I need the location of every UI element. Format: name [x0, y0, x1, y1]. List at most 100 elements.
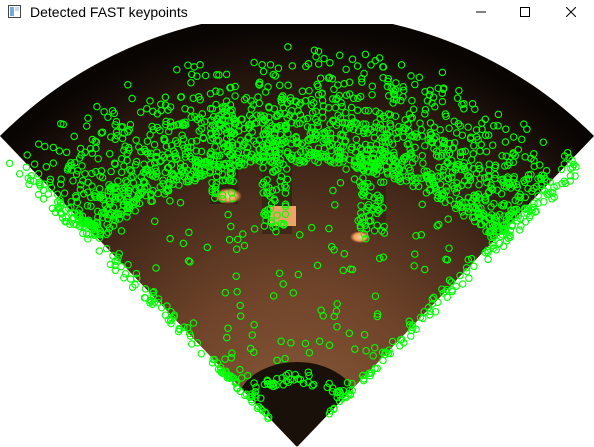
keypoint-marker [380, 156, 389, 165]
keypoint-marker [356, 157, 365, 165]
keypoint-marker [482, 147, 491, 156]
keypoint-marker [393, 134, 401, 143]
keypoint-marker [168, 169, 176, 177]
keypoint-marker [472, 126, 481, 134]
keypoint-marker [358, 78, 366, 86]
keypoint-marker [346, 265, 355, 273]
keypoint-marker [15, 170, 24, 178]
keypoint-marker [272, 123, 281, 131]
keypoint-marker [266, 192, 274, 200]
keypoint-marker [42, 163, 51, 171]
keypoint-marker [329, 116, 337, 125]
keypoint-marker [327, 158, 335, 166]
keypoint-marker [382, 348, 390, 357]
keypoint-marker [250, 379, 258, 387]
keypoint-marker [107, 167, 115, 176]
keypoint-marker [484, 255, 492, 264]
keypoint-marker [173, 65, 181, 74]
keypoint-marker [340, 250, 349, 258]
keypoint-marker [233, 384, 242, 393]
keypoint-marker [97, 167, 106, 175]
keypoint-marker [241, 391, 249, 400]
keypoint-marker [141, 147, 150, 156]
keypoint-marker [309, 99, 318, 107]
keypoint-marker [427, 130, 436, 138]
title-bar[interactable]: Detected FAST keypoints [0, 0, 594, 24]
keypoint-marker [256, 111, 265, 119]
keypoint-marker [384, 74, 393, 83]
keypoint-marker [94, 154, 102, 163]
reflection-blob [350, 231, 370, 243]
keypoint-marker [361, 140, 370, 149]
keypoint-marker [229, 115, 238, 123]
keypoint-marker [530, 199, 538, 208]
keypoint-marker [157, 100, 165, 109]
keypoint-marker [112, 117, 121, 126]
keypoint-marker [227, 189, 236, 197]
keypoint-marker [248, 128, 256, 136]
keypoint-marker [106, 200, 114, 208]
close-button[interactable] [548, 0, 594, 24]
keypoint-marker [236, 136, 245, 145]
maximize-button[interactable] [502, 0, 548, 24]
keypoint-marker [226, 107, 235, 116]
keypoint-marker [384, 77, 392, 86]
keypoint-marker [561, 179, 570, 188]
keypoint-marker [189, 319, 198, 327]
keypoint-marker [70, 132, 78, 141]
keypoint-marker [244, 134, 252, 142]
keypoint-marker [57, 201, 65, 210]
keypoint-marker [67, 203, 75, 212]
keypoint-marker [166, 234, 174, 243]
keypoint-marker [450, 200, 459, 209]
keypoint-marker [247, 105, 256, 113]
keypoint-marker [152, 167, 160, 176]
keypoint-marker [534, 192, 542, 200]
keypoint-marker [252, 393, 260, 401]
keypoint-marker [419, 314, 427, 323]
keypoint-marker [187, 138, 196, 146]
keypoint-marker [102, 244, 111, 253]
keypoint-marker [431, 183, 439, 192]
keypoint-marker [320, 54, 328, 63]
keypoint-marker [314, 91, 323, 99]
keypoint-marker [476, 220, 485, 229]
keypoint-marker [56, 196, 64, 204]
keypoint-marker [112, 128, 121, 136]
keypoint-marker [491, 170, 499, 179]
keypoint-marker [232, 272, 240, 280]
keypoint-marker [357, 202, 365, 210]
keypoint-marker [353, 62, 362, 70]
keypoint-marker [360, 375, 368, 383]
keypoint-marker [514, 192, 522, 201]
keypoint-marker [195, 127, 203, 135]
keypoint-marker [57, 175, 65, 183]
keypoint-marker [460, 164, 469, 173]
keypoint-marker [308, 382, 316, 390]
keypoint-marker [227, 83, 235, 92]
keypoint-marker [105, 150, 114, 158]
keypoint-marker [287, 107, 296, 115]
keypoint-marker [106, 211, 115, 219]
minimize-button[interactable] [458, 0, 504, 24]
keypoint-marker [179, 135, 188, 143]
keypoint-marker [326, 59, 334, 67]
keypoint-marker [218, 195, 227, 203]
keypoint-marker [257, 404, 265, 413]
keypoint-marker [445, 244, 453, 252]
keypoint-marker [455, 195, 464, 204]
keypoint-marker [118, 123, 127, 131]
keypoint-marker [506, 226, 514, 235]
keypoint-marker [345, 329, 354, 338]
keypoint-marker [450, 185, 458, 193]
keypoint-marker [370, 343, 379, 352]
keypoint-marker [408, 96, 416, 105]
keypoint-marker [248, 331, 257, 339]
keypoint-marker [339, 266, 347, 275]
keypoint-marker [466, 176, 475, 185]
keypoint-marker [221, 288, 230, 297]
keypoint-marker [62, 213, 70, 222]
keypoint-marker [411, 250, 419, 258]
keypoint-marker [502, 152, 510, 160]
keypoint-marker [375, 54, 384, 62]
